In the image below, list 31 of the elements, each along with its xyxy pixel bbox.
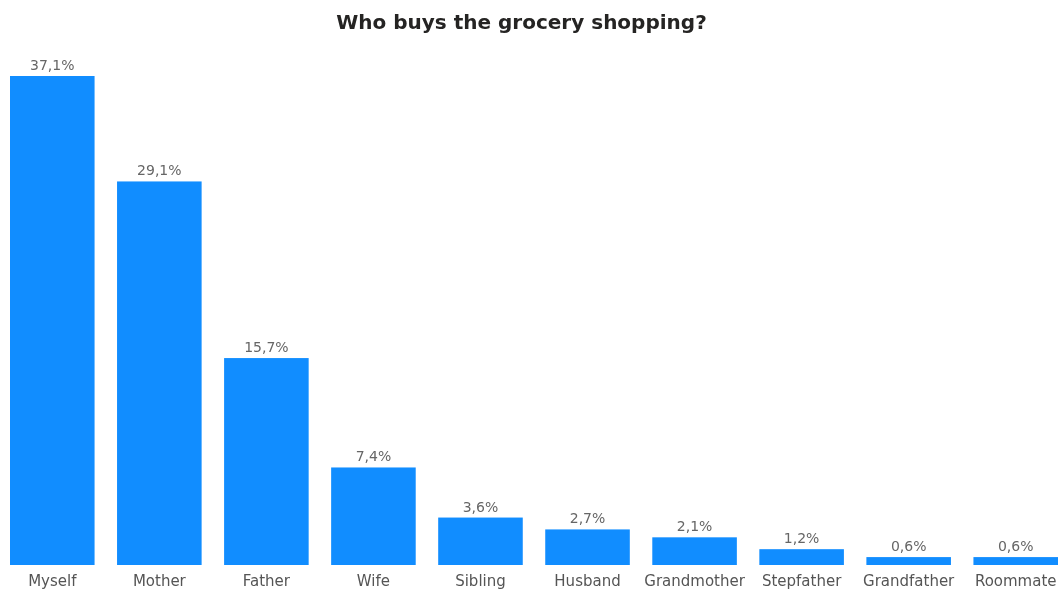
data-label: 2,1% xyxy=(676,518,713,535)
data-label: 0,6% xyxy=(890,538,927,555)
bar xyxy=(759,549,844,565)
x-tick-label: Sibling xyxy=(455,572,506,590)
x-tick-label: Wife xyxy=(356,572,391,590)
x-tick-label: Husband xyxy=(554,572,621,590)
bar xyxy=(117,181,202,565)
data-label: 7,4% xyxy=(355,448,392,465)
x-tick-label: Grandfather xyxy=(863,572,956,590)
data-label: 1,2% xyxy=(783,530,820,547)
x-tick-label: Roommate xyxy=(974,572,1057,590)
data-label: 29,1% xyxy=(137,162,182,179)
chart-title: Who buys the grocery shopping? xyxy=(336,10,707,34)
data-label: 2,7% xyxy=(569,510,606,527)
bar xyxy=(652,537,737,565)
bar xyxy=(10,76,95,565)
bar xyxy=(866,557,951,565)
data-label: 0,6% xyxy=(997,538,1034,555)
x-tick-label: Grandmother xyxy=(644,572,746,590)
bar xyxy=(331,467,416,565)
x-tick-label: Myself xyxy=(28,572,78,590)
data-label: 15,7% xyxy=(244,339,289,356)
x-tick-label: Mother xyxy=(132,572,187,590)
bar xyxy=(545,529,630,565)
x-tick-label: Father xyxy=(242,572,291,590)
bar xyxy=(438,517,523,565)
bar xyxy=(224,358,309,565)
data-label: 37,1% xyxy=(30,57,75,73)
x-tick-label: Stepfather xyxy=(761,572,843,590)
data-label: 3,6% xyxy=(462,498,499,515)
bar xyxy=(973,557,1058,565)
